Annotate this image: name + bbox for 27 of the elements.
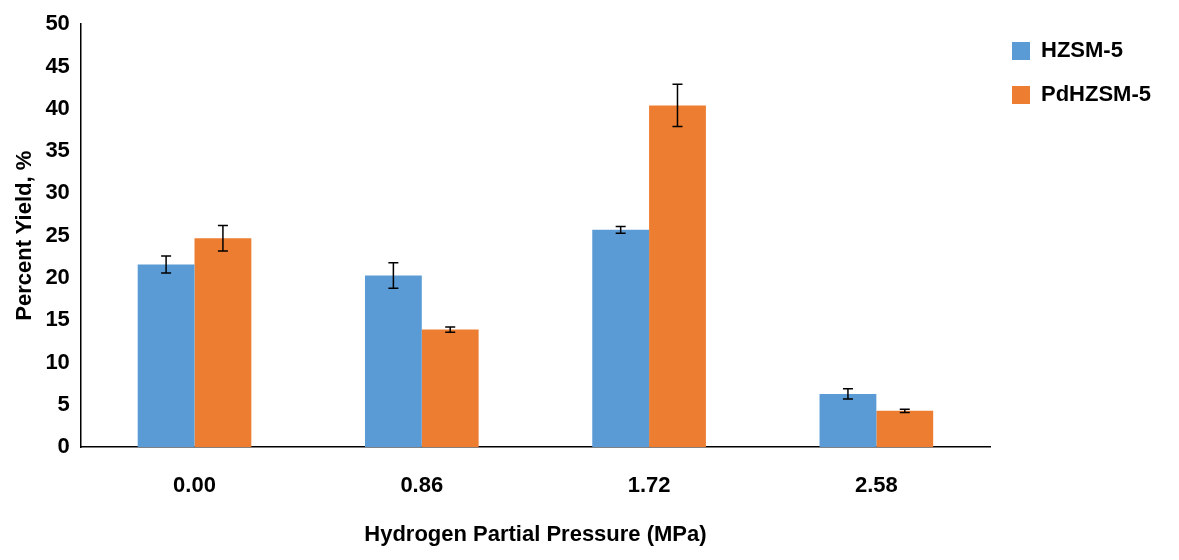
bar [819, 393, 877, 448]
y-tick-label: 45 [45, 52, 70, 78]
legend-label: PdHZSM-5 [1041, 81, 1151, 107]
bar [137, 264, 195, 448]
bar [194, 238, 252, 448]
bar [876, 410, 934, 448]
y-tick-label: 5 [57, 390, 70, 416]
x-tick-label: 1.72 [627, 472, 671, 498]
bar [421, 329, 479, 448]
y-tick-label: 50 [45, 10, 70, 36]
y-tick-label: 30 [45, 179, 70, 205]
x-tick-label: 0.00 [173, 472, 216, 498]
y-tick-label: 25 [45, 221, 70, 247]
bar [364, 275, 422, 448]
y-tick-label: 10 [45, 348, 70, 374]
y-tick-label: 20 [45, 264, 70, 290]
y-tick-label: 15 [45, 306, 70, 332]
x-axis-title: Hydrogen Partial Pressure (MPa) [364, 520, 707, 546]
x-tick-label: 0.86 [400, 472, 444, 498]
y-axis-title: Percent Yield, % [11, 150, 37, 321]
x-tick-label: 2.58 [854, 472, 898, 498]
legend-label: HZSM-5 [1041, 37, 1123, 63]
y-tick-label: 40 [45, 94, 70, 120]
y-tick-label: 0 [57, 433, 70, 459]
bar [592, 229, 650, 448]
y-tick-label: 35 [45, 137, 70, 163]
bar [649, 105, 706, 448]
